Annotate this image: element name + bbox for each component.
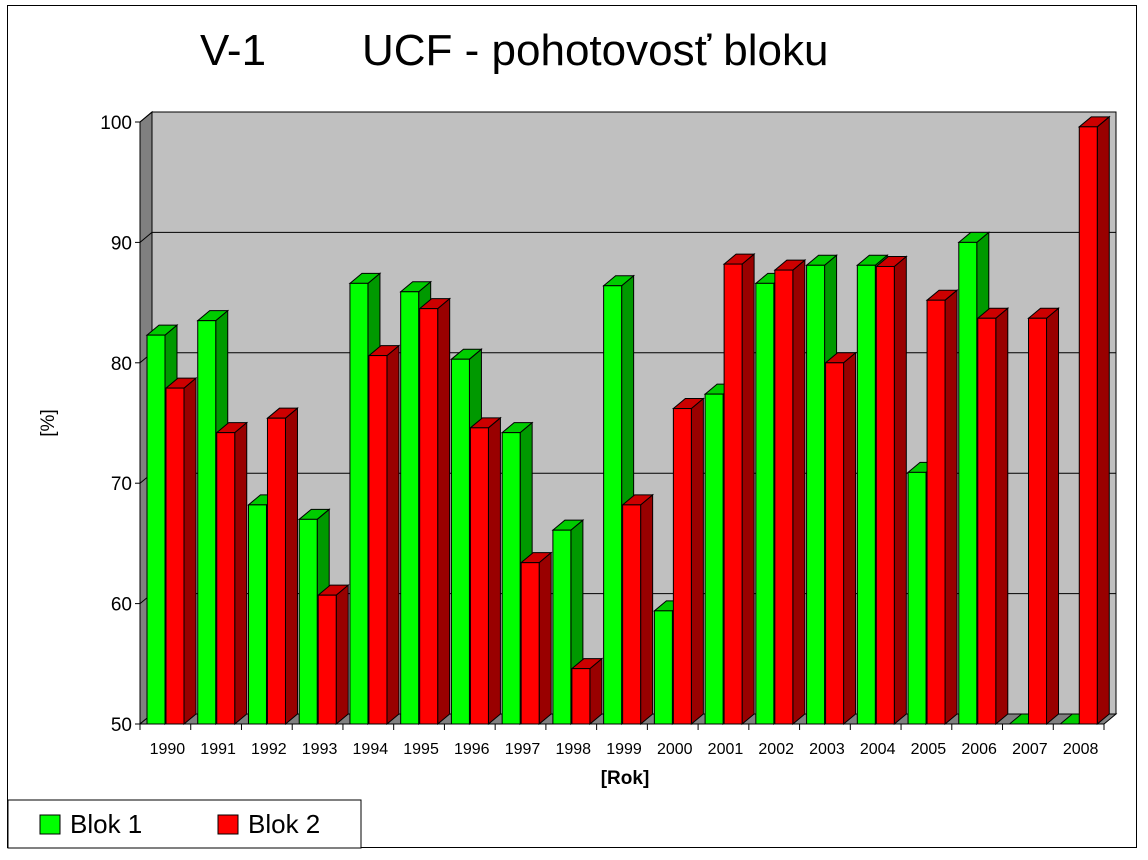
bar-blok-1-2003	[806, 264, 826, 725]
bar-blok-1-1993	[298, 518, 318, 725]
x-tick-label: 1993	[302, 741, 338, 758]
legend-box	[7, 799, 362, 849]
bar-blok-2-2004	[875, 265, 895, 725]
bar-blok-2-1990	[165, 387, 185, 725]
x-tick-label: 2007	[1012, 741, 1048, 758]
x-axis-label: [Rok]	[601, 768, 650, 789]
bar-blok-1-1997	[501, 432, 521, 725]
x-tick-label: 1998	[555, 741, 591, 758]
legend-swatch-blok-1	[39, 814, 61, 835]
x-tick-label: 1994	[353, 741, 389, 758]
x-tick-label: 2006	[961, 741, 997, 758]
bar-blok-2-1999	[622, 504, 642, 725]
bar-blok-2-2003	[825, 362, 845, 725]
bar-side-blok-2-1999	[640, 493, 654, 726]
bar-blok-1-1991	[197, 320, 217, 725]
x-tick-label: 2005	[911, 741, 947, 758]
bar-blok-1-2002	[755, 282, 775, 725]
bar-blok-2-2001	[723, 263, 743, 725]
bar-blok-2-1992	[266, 417, 286, 725]
bar-blok-1-1999	[603, 285, 623, 725]
bar-blok-1-2005	[907, 471, 927, 725]
bar-side-blok-2-2005	[944, 289, 958, 726]
bar-blok-2-1991	[216, 432, 236, 725]
bar-side-blok-2-2003	[843, 351, 857, 726]
y-tick-label: 60	[111, 595, 132, 616]
bar-blok-2-2005	[926, 299, 946, 725]
bar-blok-2-1996	[469, 427, 489, 725]
bar-side-blok-2-1997	[538, 551, 552, 726]
bar-blok-2-2000	[672, 408, 692, 725]
bar-side-blok-2-2008	[1096, 115, 1110, 726]
bar-side-blok-2-1993	[335, 584, 349, 726]
bar-blok-1-1995	[400, 291, 420, 725]
bar-blok-1-2001	[704, 393, 724, 725]
gridline-side	[139, 111, 153, 123]
x-tick-label: 2008	[1063, 741, 1099, 758]
bar-side-blok-2-1995	[437, 297, 451, 726]
bar-side-blok-2-1994	[386, 344, 400, 726]
y-tick-label: 50	[111, 715, 132, 736]
legend-swatch-blok-2	[217, 814, 239, 835]
y-tick-label: 80	[111, 354, 132, 375]
x-tick-label: 1997	[505, 741, 541, 758]
x-tick-label: 2002	[758, 741, 794, 758]
bar-side-blok-2-1998	[589, 657, 603, 726]
chart-title: UCF - pohotovosť bloku	[362, 26, 829, 75]
bar-blok-2-2007	[1028, 317, 1048, 725]
bar-blok-2-1994	[368, 355, 388, 725]
plot-area: 50 60 70 80 90 100 1990 1991 1992 1993 1994 1995 199…	[100, 110, 1118, 758]
bar-side-blok-2-1991	[234, 421, 248, 726]
bar-side-blok-2-2000	[690, 397, 704, 726]
bar-side-blok-2-1996	[487, 416, 501, 726]
x-tick-label: 1991	[200, 741, 236, 758]
gridline-side	[139, 232, 153, 243]
bar-blok-2-1995	[419, 308, 439, 725]
y-axis-label: [%]	[38, 409, 59, 436]
bar-blok-1-1994	[349, 282, 369, 725]
bar-side-blok-2-2007	[1046, 307, 1060, 726]
bar-side-blok-2-2001	[741, 253, 755, 726]
x-tick-label: 1996	[454, 741, 490, 758]
x-tick-label: 2004	[860, 741, 896, 758]
bar-blok-1-1992	[247, 504, 267, 725]
bar-blok-1-2000	[653, 610, 673, 725]
bar-blok-1-1990	[146, 334, 166, 725]
x-tick-label: 1999	[606, 741, 642, 758]
bar-blok-1-2004	[856, 264, 876, 725]
x-tick-label: 1992	[251, 741, 287, 758]
bar-side-blok-2-2006	[995, 307, 1009, 726]
y-tick-label: 90	[111, 233, 132, 254]
y-tick-label: 70	[111, 474, 132, 495]
bar-side-blok-2-1992	[284, 407, 298, 726]
bar-blok-1-1996	[450, 358, 470, 725]
legend-label-blok-2: Blok 2	[248, 809, 320, 839]
bar-blok-2-2006	[977, 317, 997, 725]
x-tick-label: 2003	[809, 741, 845, 758]
bar-blok-2-1998	[571, 668, 591, 725]
bar-blok-2-2008	[1078, 126, 1098, 725]
bar-blok-2-1997	[520, 562, 540, 725]
chart-title-prefix: V-1	[200, 26, 266, 75]
legend: Blok 1 Blok 2	[7, 799, 362, 849]
legend-label-blok-1: Blok 1	[70, 809, 142, 839]
bar-blok-2-1993	[317, 594, 337, 725]
y-tick-label: 100	[100, 113, 132, 134]
x-tick-label: 1995	[403, 741, 439, 758]
bar-blok-1-2006	[958, 241, 978, 725]
bar-side-blok-2-2004	[893, 255, 907, 726]
bar-blok-1-1998	[552, 529, 572, 725]
bar-side-blok-2-1990	[183, 377, 197, 726]
bar-blok-2-2002	[774, 269, 794, 725]
x-tick-label: 2000	[657, 741, 693, 758]
x-tick-label: 2001	[708, 741, 744, 758]
x-tick-label: 1990	[150, 741, 186, 758]
bar-side-blok-2-2002	[792, 259, 806, 726]
